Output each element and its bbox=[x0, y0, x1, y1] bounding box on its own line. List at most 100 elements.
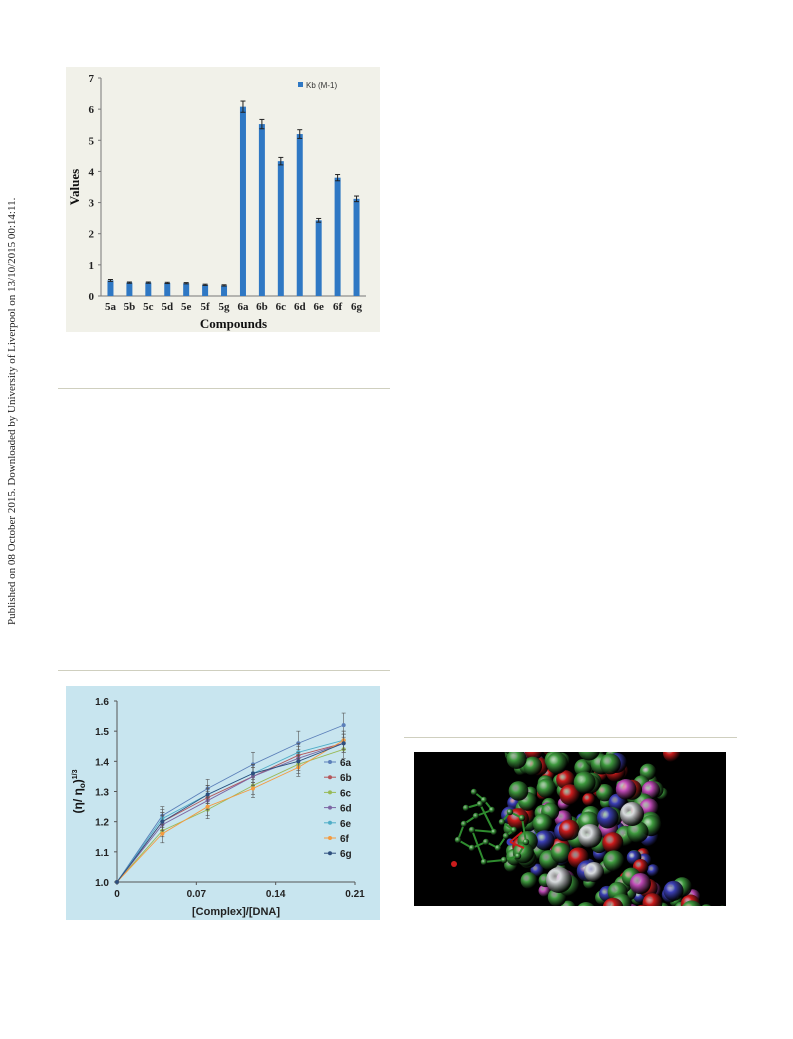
bar-5c bbox=[145, 282, 152, 296]
dna-atom-white bbox=[620, 802, 644, 826]
dna-atom bbox=[597, 806, 619, 829]
divider-line bbox=[58, 670, 390, 671]
ligand-atom bbox=[518, 814, 526, 822]
dna-atom-white bbox=[578, 824, 602, 848]
bar-5a bbox=[107, 280, 114, 296]
series-line-6b bbox=[116, 742, 344, 883]
ligand-atom bbox=[502, 832, 510, 840]
legend-label-6e: 6e bbox=[340, 819, 352, 830]
y-axis-label: (η/ ηo)1/3 bbox=[71, 769, 87, 813]
ligand-bond bbox=[483, 859, 505, 863]
legend-label: Kb (M-1) bbox=[306, 81, 337, 90]
ligand-atom bbox=[472, 812, 480, 820]
legend-marker-6d bbox=[328, 805, 332, 810]
dna-atom bbox=[532, 813, 553, 834]
dna-atom bbox=[543, 752, 551, 753]
dna-atom bbox=[701, 904, 712, 906]
legend-swatch bbox=[298, 82, 303, 87]
dna-atom bbox=[573, 771, 596, 794]
ligand-bond bbox=[471, 829, 485, 863]
divider-line bbox=[58, 388, 390, 389]
ligand-atom bbox=[462, 804, 470, 812]
ligand-atom bbox=[506, 808, 514, 816]
dna-atom bbox=[550, 842, 572, 864]
ligand-atom bbox=[490, 828, 498, 836]
y-tick-label: 1.1 bbox=[95, 848, 109, 859]
point-6g bbox=[251, 771, 255, 776]
bar-6d bbox=[296, 134, 303, 296]
ligand-atom bbox=[500, 856, 508, 864]
legend-marker-6a bbox=[328, 760, 332, 764]
ligand-complex bbox=[451, 788, 530, 867]
ligand-atom bbox=[498, 818, 506, 826]
y-tick-label: 7 bbox=[89, 73, 95, 85]
ligand-bond bbox=[521, 817, 527, 843]
x-tick-label-6d: 6d bbox=[294, 301, 306, 313]
y-tick-label: 1.3 bbox=[95, 788, 109, 799]
ligand-atom bbox=[514, 852, 522, 860]
point-6g bbox=[115, 880, 119, 884]
series-line-6f bbox=[116, 739, 344, 883]
x-tick-label-6a: 6a bbox=[237, 301, 249, 313]
dna-atom-white bbox=[546, 867, 572, 893]
dna-atom bbox=[682, 900, 702, 906]
ligand-atom bbox=[494, 844, 502, 852]
ligand-bond bbox=[509, 841, 525, 849]
x-tick-label-6b: 6b bbox=[256, 301, 268, 313]
dna-atom bbox=[663, 752, 681, 762]
y-tick-label: 1.5 bbox=[95, 727, 109, 738]
x-tick-label-5b: 5b bbox=[124, 301, 136, 313]
x-tick-label-6e: 6e bbox=[313, 301, 324, 313]
binding-constant-bar-chart: 0 1 2 3 4 5 6 7 5a 5b 5c 5d 5e 5f 5g 6a 6b 6c 6d 6e 6f 6g Comp… bbox=[66, 67, 380, 332]
ligand-atom bbox=[488, 806, 496, 814]
dna-atom bbox=[629, 872, 651, 895]
y-tick-label: 0 bbox=[89, 291, 95, 303]
dna-atom bbox=[520, 872, 538, 889]
divider-line bbox=[404, 737, 737, 738]
bar-5b bbox=[126, 282, 133, 296]
dna-atom bbox=[663, 880, 684, 901]
point-6f bbox=[251, 786, 255, 791]
point-6a bbox=[341, 723, 346, 728]
x-tick-label-6c: 6c bbox=[276, 301, 287, 313]
line-chart-svg: 1.0 1.1 1.2 1.3 1.4 1.5 1.6 0 0.07 0.14 0.21 [Compl… bbox=[71, 697, 365, 918]
publication-sidebar-text: Published on 08 October 2015. Downloaded… bbox=[6, 197, 18, 625]
dna-atom bbox=[534, 830, 555, 851]
y-axis-label-sub: o bbox=[78, 783, 87, 788]
dna-atom bbox=[596, 783, 614, 802]
ligand-bond bbox=[509, 831, 523, 843]
legend-label-6b: 6b bbox=[340, 773, 352, 784]
dna-atom bbox=[546, 752, 568, 774]
point-6f bbox=[160, 831, 165, 836]
dna-atom bbox=[637, 904, 648, 906]
point-6g bbox=[160, 819, 165, 824]
point-6f bbox=[205, 804, 210, 809]
x-tick-label-6f: 6f bbox=[333, 301, 343, 313]
x-axis-label: [Complex]/[DNA] bbox=[192, 906, 280, 918]
y-tick-label: 2 bbox=[89, 229, 95, 241]
dna-atom-white bbox=[584, 862, 604, 882]
legend-marker-6g bbox=[328, 851, 332, 856]
y-axis-label: Values bbox=[67, 169, 82, 205]
bar-6f bbox=[334, 177, 341, 296]
y-tick-label: 1.6 bbox=[95, 697, 109, 708]
dna-atom bbox=[615, 779, 637, 800]
molecular-model-svg bbox=[451, 752, 725, 906]
ligand-bond bbox=[479, 803, 495, 833]
series-line-6g bbox=[116, 742, 344, 883]
bar-6b bbox=[258, 124, 265, 296]
ligand-atom bbox=[468, 826, 476, 834]
bar-5e bbox=[183, 283, 190, 296]
legend-label-6f: 6f bbox=[340, 834, 350, 845]
series-line-6c bbox=[116, 748, 344, 883]
x-tick-label-5d: 5d bbox=[161, 301, 173, 313]
point-6g bbox=[296, 759, 301, 764]
x-tick-label-6g: 6g bbox=[351, 301, 363, 313]
dna-atom bbox=[642, 893, 663, 906]
dna-atom bbox=[646, 864, 660, 877]
series-line-6d bbox=[116, 742, 344, 883]
dna-atom bbox=[578, 752, 600, 761]
bar-5g bbox=[221, 285, 228, 296]
dna-atom bbox=[558, 819, 580, 841]
legend-marker-6e bbox=[328, 820, 332, 825]
